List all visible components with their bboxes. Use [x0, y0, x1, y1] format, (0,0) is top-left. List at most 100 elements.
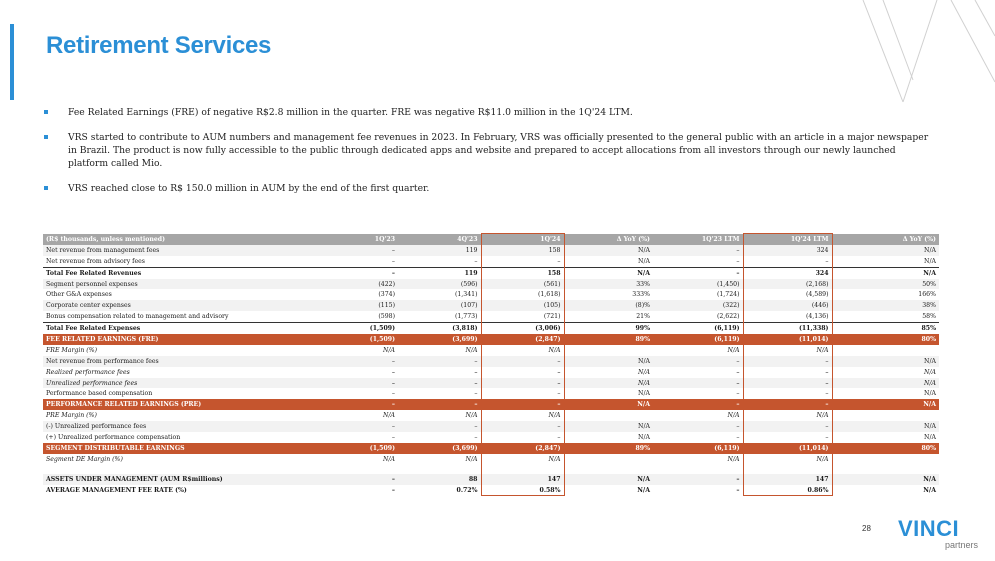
- table-cell: (3,699): [398, 334, 481, 345]
- row-label: Other G&A expenses: [46, 291, 112, 299]
- table-header-label: (R$ thousands, unless mentioned): [43, 233, 313, 245]
- table-cell: –: [398, 355, 481, 367]
- table-cell: (115): [313, 300, 398, 312]
- table-cell: –: [391, 368, 395, 376]
- table-header-cell: Δ YoY (%): [832, 233, 939, 245]
- page-title: Retirement Services: [46, 32, 272, 59]
- row-label: Total Fee Related Revenues: [43, 266, 313, 279]
- vinci-partners-logo: VINCI partners: [898, 516, 984, 551]
- table-row: PRE Margin (%) N/A N/A N/A N/A N/A: [43, 410, 939, 422]
- table-cell: N/A: [638, 257, 650, 265]
- table-row: SEGMENT DISTRIBUTABLE EARNINGS (1,509) (3,…: [43, 442, 939, 454]
- table-row: Total Fee Related Revenues –119 158 N/A –324…: [43, 266, 939, 279]
- table-cell: (596): [398, 278, 481, 290]
- row-label: (+) Unrealized performance compensation: [46, 433, 181, 441]
- table-cell: –: [391, 257, 395, 265]
- table-cell: N/A: [924, 368, 936, 376]
- table-cell: –: [313, 244, 398, 256]
- row-label: Net revenue from advisory fees: [46, 257, 145, 265]
- table-header-cell: 1Q'24: [480, 232, 565, 245]
- table-cell: (4,589): [742, 289, 833, 301]
- table-cell: –: [480, 366, 565, 378]
- table-cell: N/A: [564, 244, 653, 256]
- table-cell: –: [742, 255, 833, 268]
- table-cell: 38%: [832, 300, 939, 312]
- table-cell: –: [653, 473, 743, 485]
- table-cell: –: [736, 486, 740, 494]
- table-cell: N/A: [923, 486, 936, 494]
- table-cell: N/A: [480, 344, 565, 356]
- table-cell: –: [742, 421, 833, 433]
- table-row: Segment DE Margin (%) N/A N/A N/A N/A N/A: [43, 453, 939, 465]
- table-cell: 89%: [564, 442, 653, 454]
- table-cell: 0.86%: [742, 484, 833, 497]
- table-cell: –: [742, 388, 833, 400]
- table-cell: (598): [378, 313, 395, 321]
- table-cell: (3,699): [398, 442, 481, 454]
- table-cell: (6,119): [653, 334, 743, 345]
- table-cell: –: [736, 368, 740, 376]
- table-row: FRE Margin (%) N/A N/A N/A N/A N/A: [43, 344, 939, 356]
- table-cell: N/A: [832, 473, 939, 485]
- table-cell: (107): [398, 300, 481, 312]
- table-cell: –: [474, 390, 478, 398]
- table-cell: (2,847): [480, 442, 565, 454]
- decorative-lines: [862, 0, 995, 103]
- table-cell: N/A: [480, 453, 565, 465]
- table-header-row: (R$ thousands, unless mentioned) 1Q'23 4Q'…: [43, 232, 939, 245]
- table-header-cell: 4Q'23: [398, 233, 481, 245]
- table-cell: 119: [398, 266, 481, 279]
- table-cell: –: [391, 433, 395, 441]
- table-cell: N/A: [383, 455, 395, 463]
- table-cell: N/A: [383, 412, 395, 420]
- logo-subtitle: partners: [944, 540, 978, 550]
- table-cell: –: [313, 377, 398, 389]
- row-label: Total Fee Related Expenses: [43, 322, 313, 335]
- bullet-marker: [44, 186, 48, 190]
- table-cell: N/A: [638, 368, 650, 376]
- table-cell: –: [736, 257, 740, 265]
- table-cell: 147: [480, 473, 565, 485]
- table-cell: [564, 454, 653, 465]
- table-cell: N/A: [637, 486, 650, 494]
- table-cell: N/A: [832, 377, 939, 389]
- table-cell: N/A: [564, 377, 653, 389]
- table-cell: N/A: [465, 412, 478, 420]
- table-cell: [313, 464, 398, 474]
- table-cell: –: [742, 377, 833, 389]
- table-row: Net revenue from management fees –119 158 N…: [43, 244, 939, 256]
- row-label: SEGMENT DISTRIBUTABLE EARNINGS: [43, 442, 313, 454]
- table-cell: (3,818): [398, 322, 481, 335]
- table-cell: [832, 345, 939, 356]
- table-cell: [564, 410, 653, 421]
- table-cell: N/A: [832, 355, 939, 367]
- table-cell: N/A: [832, 421, 939, 433]
- table-cell: 89%: [564, 334, 653, 345]
- table-cell: N/A: [924, 257, 936, 265]
- logo-wordmark: VINCI: [898, 516, 960, 541]
- table-cell: –: [742, 355, 833, 367]
- table-cell: –: [480, 255, 565, 268]
- table-cell: (2,168): [742, 278, 833, 290]
- table-cell: –: [653, 266, 743, 279]
- table-cell: –: [480, 432, 565, 443]
- table-cell: –: [736, 433, 740, 441]
- table-cell: –: [653, 377, 743, 389]
- table-cell: 324: [742, 244, 833, 256]
- table-cell: (6,119): [653, 322, 743, 335]
- table-cell: –: [480, 355, 565, 367]
- row-label: Performance based compensation: [46, 390, 153, 398]
- table-cell: (8)%: [564, 300, 653, 312]
- table-cell: (721): [480, 311, 565, 323]
- table-cell: (1,341): [454, 291, 478, 299]
- table-cell: N/A: [638, 433, 650, 441]
- row-label: Bonus compensation related to management…: [46, 313, 229, 321]
- table-cell: [653, 464, 743, 474]
- table-cell: 50%: [832, 278, 939, 290]
- table-cell: 58%: [922, 313, 936, 321]
- table-cell: [564, 464, 653, 474]
- table-cell: –: [480, 388, 565, 400]
- row-label: Unrealized performance fees: [43, 377, 313, 389]
- table-cell: N/A: [564, 473, 653, 485]
- table-cell: (1,509): [313, 334, 398, 345]
